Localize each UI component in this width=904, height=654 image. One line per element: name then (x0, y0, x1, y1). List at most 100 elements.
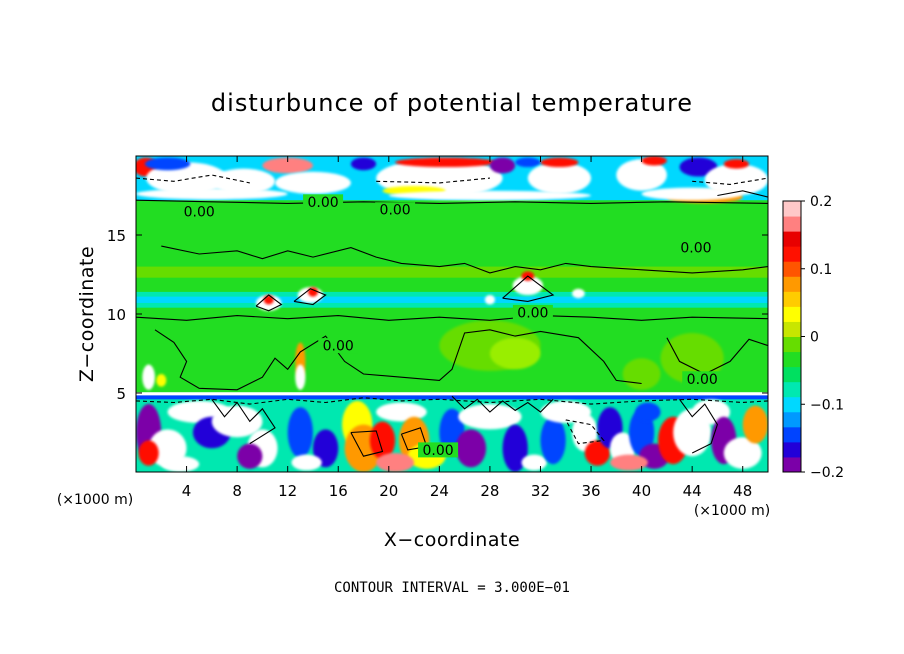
x-tick-label: 44 (683, 482, 702, 500)
contour-line-7 (692, 177, 768, 185)
upper-blob-5 (275, 171, 351, 194)
contour-line-3 (154, 329, 642, 391)
y-tick-label: 10 (107, 306, 126, 324)
mid-blob-11 (156, 374, 167, 387)
upper-blob-20 (136, 188, 288, 200)
x-tick-label: 32 (531, 482, 550, 500)
upper-blob-13 (540, 157, 579, 168)
y-axis: 5 10 15 (107, 227, 768, 403)
colorbar-segment (783, 336, 801, 353)
colorbar-segment (783, 456, 801, 473)
colorbar-segment (783, 441, 801, 458)
contour-label-1: 0.00 (179, 203, 220, 220)
colorbar-segment (783, 366, 801, 383)
upper-blob-11 (515, 157, 541, 168)
contour-label-bg (418, 442, 459, 458)
lower-blob-26 (584, 440, 610, 466)
x-unit-label-left: (×1000 m) (57, 492, 133, 508)
colorbar-tick-label: 0.2 (810, 194, 832, 210)
y-tick-label: 5 (116, 385, 126, 403)
contour-label-bg (318, 338, 359, 354)
x-tick-label: 20 (379, 482, 398, 500)
colorbar-tick-label: −0.1 (810, 397, 844, 413)
colorbar-tick-label: 0.1 (810, 262, 832, 278)
upper-blob-15 (641, 156, 667, 166)
colorbar-segment (783, 306, 801, 322)
contour-label-0: 0.00 (303, 194, 344, 211)
mid-blob-1 (263, 295, 274, 305)
contour-line-8 (136, 397, 768, 405)
contour-line-6 (376, 177, 490, 184)
mid-blob-3 (307, 287, 319, 297)
x-tick-label: 28 (480, 482, 499, 500)
contour-labels: 0.00 0.00 0.00 0.00 0.00 0.00 0.00 0.00 (179, 194, 723, 459)
upper-blob-16 (679, 157, 718, 177)
mid-band-lime (136, 266, 768, 278)
colorbar-segment (783, 321, 801, 337)
x-tick-label: 16 (329, 482, 348, 500)
x-axis-label: X−coordinate (384, 529, 520, 551)
lower-blob-39 (610, 454, 648, 471)
contour-line-2 (136, 315, 768, 321)
contour-line-11 (679, 398, 719, 454)
lower-blob-5 (211, 405, 263, 438)
contour-label-bg (179, 203, 220, 219)
contour-line-15 (717, 190, 768, 198)
colorbar-segment (783, 231, 801, 247)
contour-line-10 (211, 398, 276, 445)
contour-line-18 (293, 288, 327, 306)
x-tick-label: 48 (733, 482, 752, 500)
lower-blob-20 (458, 404, 522, 430)
lower-blob-22 (521, 454, 547, 471)
lower-blob-35 (723, 437, 762, 469)
colorbar-segment (783, 381, 801, 398)
mid-blob-14 (489, 337, 541, 370)
upper-blob-4 (262, 157, 313, 174)
lower-blob-37 (161, 456, 200, 472)
colorbar-segment (783, 291, 801, 307)
contour-line-0 (136, 199, 768, 204)
y-axis-label: Z−coordinate (76, 246, 98, 382)
upper-blob-21 (388, 190, 592, 201)
lower-blob-23 (540, 416, 566, 465)
contour-label-text: 0.00 (323, 339, 354, 355)
colorbar-tick-label: 0 (810, 330, 819, 346)
colorbar-segment (783, 201, 801, 217)
colorbar-segment (783, 411, 801, 428)
contour-line-9 (451, 395, 554, 413)
contour-label-text: 0.00 (680, 241, 711, 257)
contour-label-text: 0.00 (380, 203, 411, 219)
contour-label-bg (303, 194, 344, 210)
mid-blob-9 (295, 364, 306, 390)
colorbar: 0.2 0.1 0 −0.1 −0.2 (782, 194, 844, 481)
contour-line-1 (161, 245, 768, 274)
lower-blob-38 (635, 402, 661, 422)
x-tick-label: 4 (182, 482, 192, 500)
mid-blob-4 (512, 276, 544, 296)
x-tick-label: 8 (232, 482, 242, 500)
contour-label-bg (675, 240, 716, 256)
contour-label-text: 0.00 (423, 443, 454, 459)
plot-area (136, 156, 768, 472)
lower-blob-14 (376, 402, 427, 422)
x-tick-label: 12 (278, 482, 297, 500)
contour-label-3: 0.00 (675, 240, 716, 257)
mid-blob-15 (622, 358, 661, 390)
upper-blob-1 (146, 162, 228, 194)
upper-blob-10 (489, 157, 516, 174)
x-axis: 4 8 12 16 20 24 28 32 36 40 44 48 (182, 156, 752, 500)
lower-blob-8 (287, 407, 313, 458)
contour-label-text: 0.00 (517, 305, 548, 321)
contour-lines (136, 174, 768, 457)
upper-blob-22 (641, 187, 743, 201)
contour-label-4: 0.00 (512, 304, 553, 321)
contour-label-7: 0.00 (418, 442, 459, 459)
lower-blob-10 (291, 454, 322, 471)
colorbar-segment (783, 351, 801, 368)
x-tick-label: 40 (632, 482, 651, 500)
lower-blob-17 (376, 453, 415, 472)
colorbar-segment (783, 276, 801, 292)
contour-label-bg (512, 304, 553, 320)
y-tick-label: 15 (107, 227, 126, 245)
contour-label-5: 0.00 (318, 338, 359, 355)
